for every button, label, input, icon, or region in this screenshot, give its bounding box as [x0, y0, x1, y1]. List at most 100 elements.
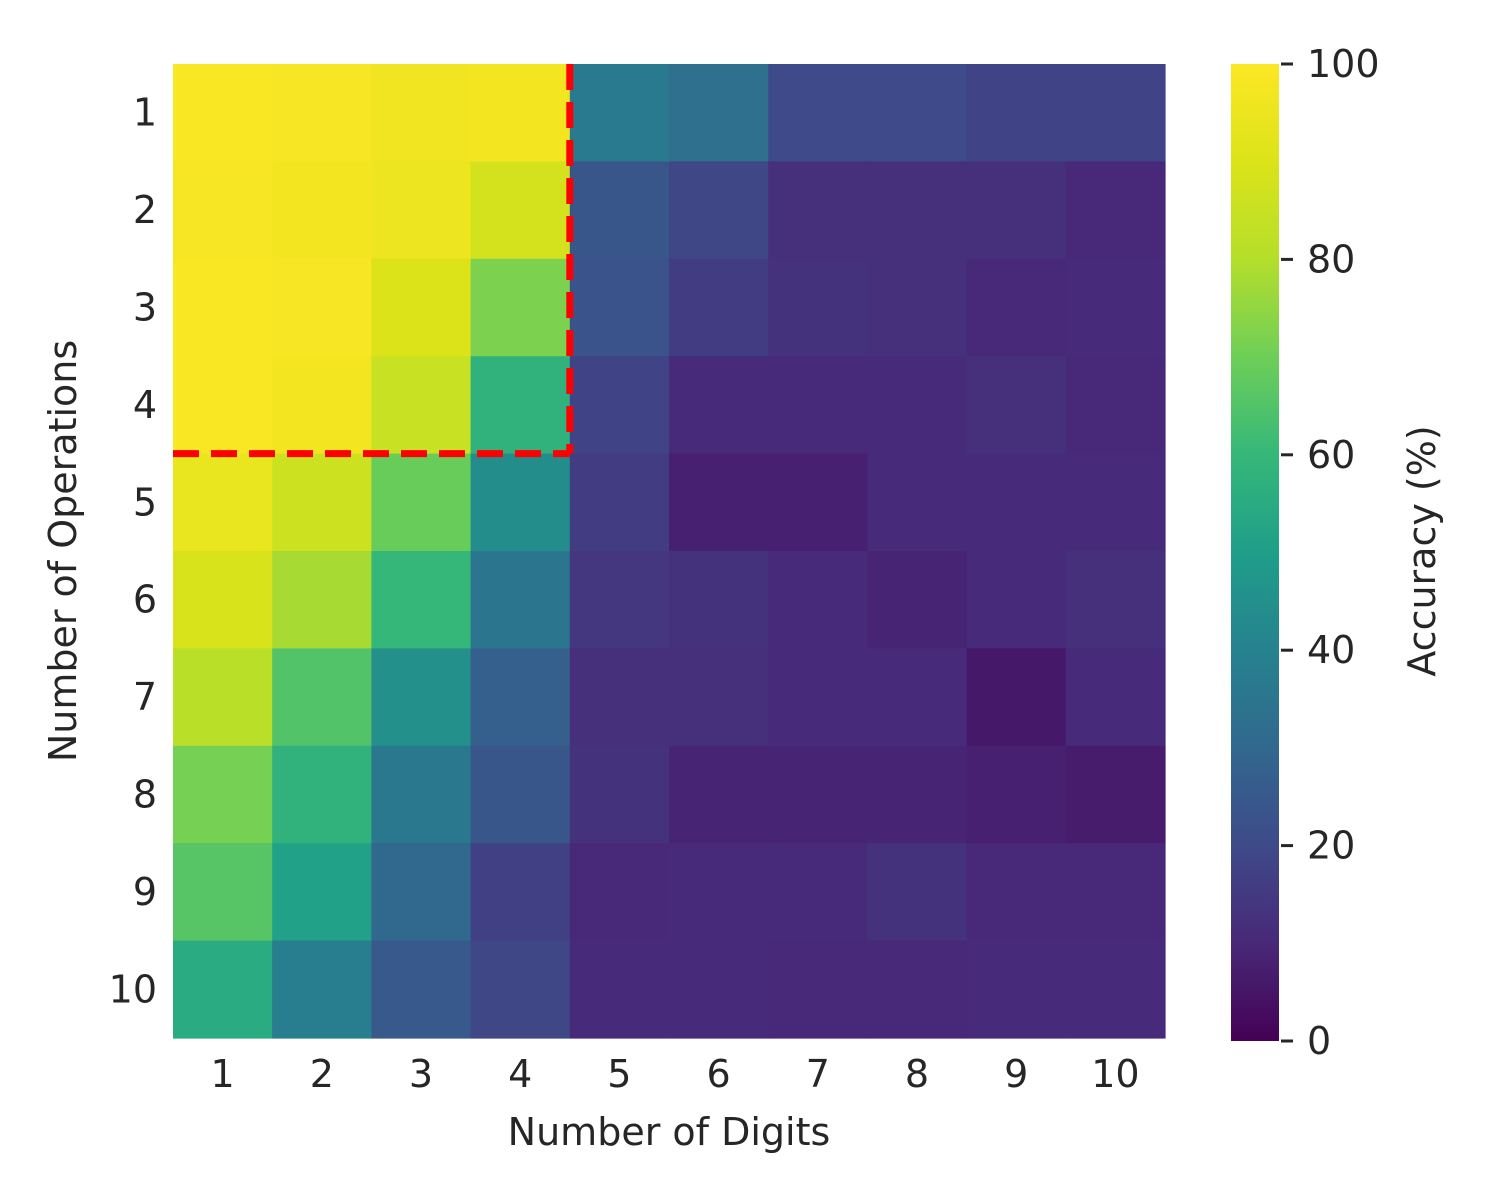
y-tick-label: 8	[133, 773, 157, 817]
colorbar-tick-label: 60	[1307, 433, 1355, 477]
heatmap-cell	[173, 258, 273, 357]
x-tick-label: 1	[211, 1052, 235, 1096]
heatmap-cell	[569, 356, 670, 455]
heatmap-cell	[1065, 453, 1166, 552]
y-tick-label: 4	[133, 383, 157, 427]
x-tick-label: 9	[1004, 1052, 1028, 1096]
heatmap-cell	[470, 161, 571, 260]
colorbar-tick-label: 80	[1307, 237, 1355, 281]
heatmap-cell	[669, 843, 769, 942]
heatmap-cell	[966, 745, 1067, 844]
heatmap-cell	[1065, 745, 1166, 844]
heatmap-cell	[768, 64, 868, 162]
heatmap-cell	[272, 745, 372, 844]
heatmap-cell	[371, 940, 472, 1039]
colorbar	[1231, 64, 1279, 1041]
heatmap-cell	[470, 551, 571, 649]
colorbar-label: Accuracy (%)	[1400, 425, 1444, 676]
heatmap-cell	[272, 843, 372, 942]
heatmap-cell	[173, 648, 273, 747]
heatmap-cell	[470, 648, 571, 747]
heatmap-cell	[1065, 161, 1166, 260]
y-tick-label: 7	[133, 675, 157, 719]
heatmap-cell	[371, 551, 472, 649]
heatmap-cell	[966, 843, 1067, 942]
heatmap-cell	[669, 258, 769, 357]
heatmap-cell	[272, 940, 372, 1039]
heatmap-cell	[371, 64, 472, 162]
colorbar-tick-label: 100	[1307, 42, 1380, 86]
x-tick-label: 10	[1091, 1052, 1139, 1096]
heatmap-cell	[669, 161, 769, 260]
y-tick-label: 2	[133, 188, 157, 232]
heatmap-cell	[768, 453, 868, 552]
heatmap-cell	[470, 356, 571, 455]
heatmap-cell	[470, 64, 571, 162]
heatmap-cell	[867, 843, 968, 942]
heatmap-cell	[569, 648, 670, 747]
heatmap-cell	[173, 64, 273, 162]
heatmap-cell	[173, 843, 273, 942]
heatmap-cell	[569, 258, 670, 357]
heatmap-cell	[966, 551, 1067, 649]
heatmap-cell	[867, 745, 968, 844]
y-axis-label: Number of Operations	[41, 340, 85, 762]
heatmap-cell	[669, 551, 769, 649]
heatmap-cell	[569, 940, 670, 1039]
heatmap-cell	[1065, 648, 1166, 747]
heatmap-cell	[867, 648, 968, 747]
heatmap-cell	[371, 843, 472, 942]
x-tick-label: 6	[707, 1052, 731, 1096]
y-tick-label: 9	[133, 870, 157, 914]
y-tick-label: 6	[133, 578, 157, 622]
y-tick-label: 5	[133, 480, 157, 524]
x-tick-label: 2	[310, 1052, 334, 1096]
heatmap-cell	[1065, 843, 1166, 942]
heatmap-cell	[272, 648, 372, 747]
heatmap-cell	[966, 453, 1067, 552]
heatmap-cell	[966, 64, 1067, 162]
highlight-region	[173, 64, 574, 458]
colorbar-tick-label: 40	[1307, 628, 1355, 672]
x-tick-label: 8	[905, 1052, 929, 1096]
heatmap-cell	[569, 64, 670, 162]
x-tick-label: 3	[409, 1052, 433, 1096]
y-tick-label: 10	[109, 967, 157, 1011]
heatmap-cell	[768, 745, 868, 844]
heatmap-cell	[272, 161, 372, 260]
heatmap-cell	[966, 161, 1067, 260]
heatmap-cell	[1065, 64, 1166, 162]
heatmap-cell	[867, 258, 968, 357]
heatmap-cell	[173, 551, 273, 649]
heatmap-cell	[173, 453, 273, 552]
heatmap-cell	[669, 356, 769, 455]
heatmap-cell	[669, 648, 769, 747]
colorbar-ticks: 0 20 40 60 80 100	[1281, 42, 1380, 1063]
heatmap-cell	[1065, 258, 1166, 357]
heatmap-cell	[867, 551, 968, 649]
heatmap-cell	[173, 161, 273, 260]
heatmap-cell	[371, 745, 472, 844]
heatmap-cell	[768, 161, 868, 260]
heatmap-cell	[173, 745, 273, 844]
heatmap-cell	[768, 648, 868, 747]
y-tick-label: 3	[133, 286, 157, 330]
heatmap-cell	[272, 453, 372, 552]
heatmap-cell	[669, 940, 769, 1039]
x-tick-label: 5	[607, 1052, 631, 1096]
heatmap-cell	[173, 940, 273, 1039]
y-tick-label: 1	[133, 91, 157, 135]
heatmap-cell	[173, 356, 273, 455]
y-axis-ticks: 1 2 3 4 5 6 7 8 9 10	[109, 91, 157, 1012]
heatmap-cell	[669, 745, 769, 844]
heatmap-cell	[470, 940, 571, 1039]
heatmap-cell	[470, 745, 571, 844]
heatmap-cell	[768, 258, 868, 357]
heatmap-cell	[669, 64, 769, 162]
heatmap-cell	[768, 551, 868, 649]
heatmap-cell	[371, 356, 472, 455]
heatmap-cell	[867, 161, 968, 260]
heatmap-cell	[470, 258, 571, 357]
colorbar-tick-label: 20	[1307, 824, 1355, 868]
